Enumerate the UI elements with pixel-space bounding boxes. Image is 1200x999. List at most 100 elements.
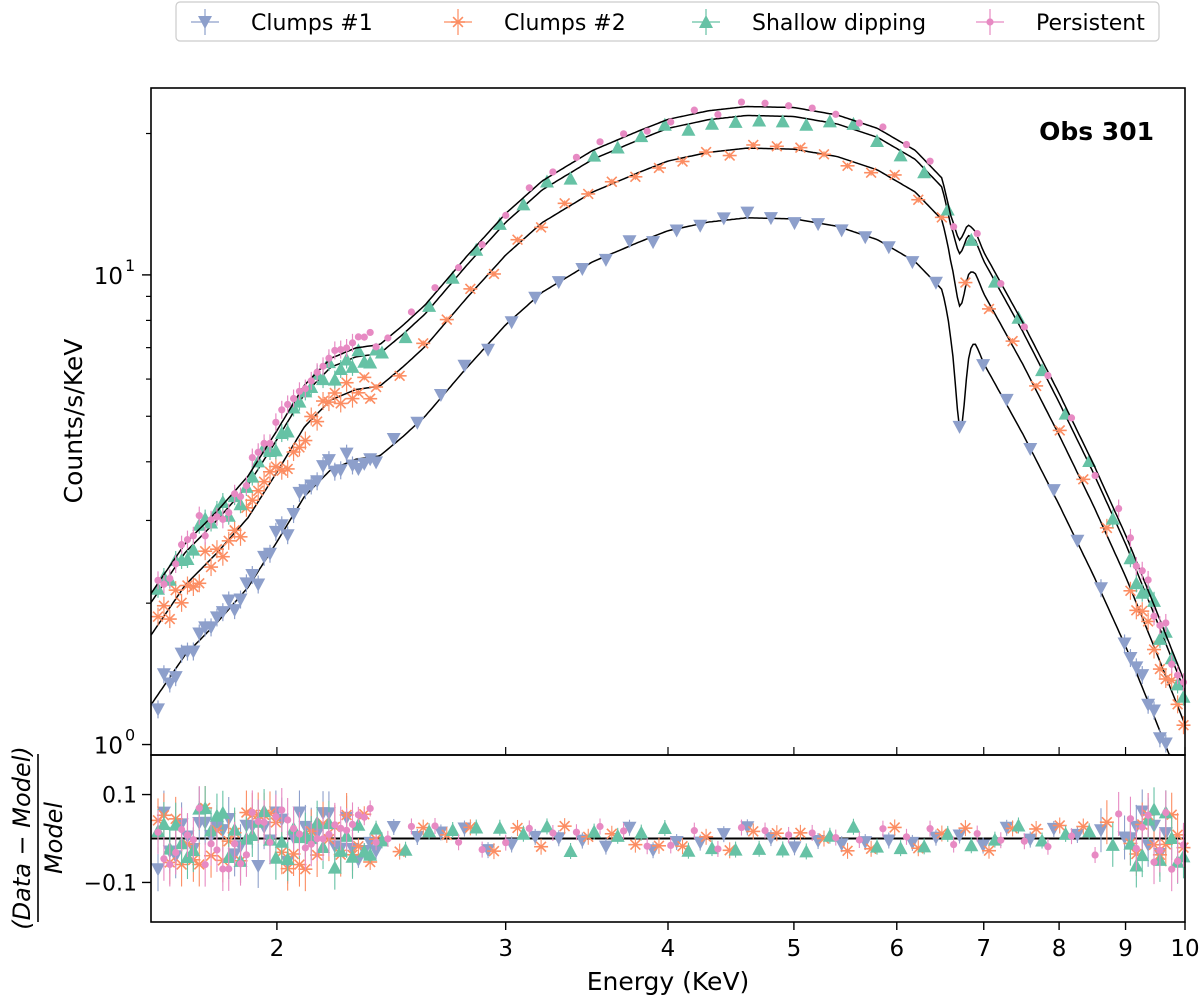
residual-point-shape: [950, 840, 958, 849]
data-point-shape: [248, 453, 256, 462]
residual-point: [657, 821, 672, 835]
legend-marker-shape: [699, 15, 713, 28]
data-point-shape: [313, 368, 321, 376]
residual-point: [669, 836, 684, 850]
legend-entry: Persistent: [976, 9, 1145, 36]
residual-point: [793, 827, 808, 839]
data-point-shape: [168, 671, 183, 685]
data-point: [1158, 737, 1173, 751]
data-point-shape: [539, 174, 554, 188]
data-point: [268, 461, 283, 472]
residual-point-shape: [525, 824, 533, 833]
residual-point: [160, 855, 168, 863]
data-point-stroke: [1007, 335, 1019, 347]
residual-point: [539, 819, 554, 833]
data-point-shape: [343, 344, 351, 352]
data-point: [1105, 511, 1120, 525]
residual-label-denominator: Model: [40, 802, 68, 874]
residual-point-shape: [386, 820, 401, 834]
data-point-stroke: [464, 283, 476, 295]
data-point-stroke: [170, 584, 182, 596]
residual-point: [327, 860, 342, 874]
data-point: [510, 234, 525, 246]
data-point: [1176, 719, 1191, 731]
data-point-shape: [384, 334, 392, 342]
residual-point: [384, 835, 392, 843]
residual-point-stroke: [417, 822, 429, 834]
data-point: [310, 416, 325, 428]
data-point-shape: [997, 280, 1005, 288]
data-point: [319, 362, 327, 370]
data-point: [410, 416, 425, 430]
residual-point: [752, 841, 767, 855]
residual-point-shape: [1044, 843, 1052, 851]
data-point: [215, 551, 230, 563]
data-point: [374, 345, 389, 359]
data-point: [628, 171, 643, 183]
data-point-shape: [1091, 471, 1099, 480]
data-point: [746, 139, 761, 151]
x-tick-label: 8: [1052, 936, 1067, 962]
data-point: [160, 580, 168, 588]
data-point: [690, 106, 698, 114]
residual-point-shape: [902, 833, 911, 841]
data-point-shape: [327, 372, 342, 386]
data-point-stroke: [889, 169, 901, 181]
data-point: [1126, 534, 1135, 542]
data-point: [245, 569, 260, 583]
residual-point: [195, 804, 203, 812]
data-point-shape: [952, 420, 967, 434]
residual-point: [307, 840, 315, 848]
data-point-shape: [1135, 669, 1150, 683]
residual-point-shape: [366, 804, 374, 813]
data-point-shape: [525, 184, 533, 192]
data-point: [714, 110, 722, 119]
data-point-shape: [454, 264, 463, 272]
data-point-shape: [321, 454, 336, 468]
residual-point-shape: [160, 855, 168, 863]
residual-point: [1156, 846, 1164, 854]
residual-point-shape: [1070, 828, 1085, 842]
residual-point-shape: [799, 844, 814, 858]
data-point: [1147, 644, 1162, 655]
data-point-shape: [634, 129, 649, 143]
residual-point-shape: [610, 828, 625, 842]
data-point: [209, 543, 224, 555]
residual-point-shape: [622, 821, 637, 835]
legend-marker-shape: [198, 16, 212, 29]
residual-point: [343, 826, 351, 834]
data-point: [1076, 473, 1091, 485]
residual-point: [289, 824, 298, 833]
data-point-shape: [893, 148, 908, 162]
data-point: [1147, 593, 1162, 607]
data-point: [646, 236, 661, 250]
residual-point-shape: [274, 834, 289, 848]
legend-marker: [986, 18, 994, 26]
residual-point-shape: [433, 826, 448, 840]
data-point: [1005, 335, 1020, 347]
data-point: [354, 333, 362, 341]
residual-point-shape: [905, 836, 920, 850]
residual-point-shape: [236, 860, 245, 868]
data-point-stroke: [152, 611, 164, 623]
legend-marker-stroke: [452, 16, 464, 28]
data-point: [327, 387, 342, 399]
data-point: [864, 167, 879, 179]
residual-point: [549, 829, 557, 837]
data-point-stroke: [199, 545, 211, 557]
data-point: [997, 280, 1005, 288]
data-point: [669, 224, 684, 238]
data-point: [551, 276, 566, 290]
residual-point: [225, 865, 233, 873]
data-point: [439, 314, 454, 326]
data-point-shape: [316, 460, 331, 474]
residual-point: [799, 844, 814, 858]
residual-point-shape: [166, 860, 174, 869]
residual-point-shape: [177, 825, 186, 834]
residual-point-shape: [207, 840, 215, 848]
residual-point-shape: [1162, 809, 1170, 817]
residual-point: [964, 838, 979, 852]
residual-label-numerator: (Data − Model): [8, 746, 36, 929]
data-point-shape: [1123, 652, 1138, 666]
residual-point-shape: [1067, 832, 1076, 840]
